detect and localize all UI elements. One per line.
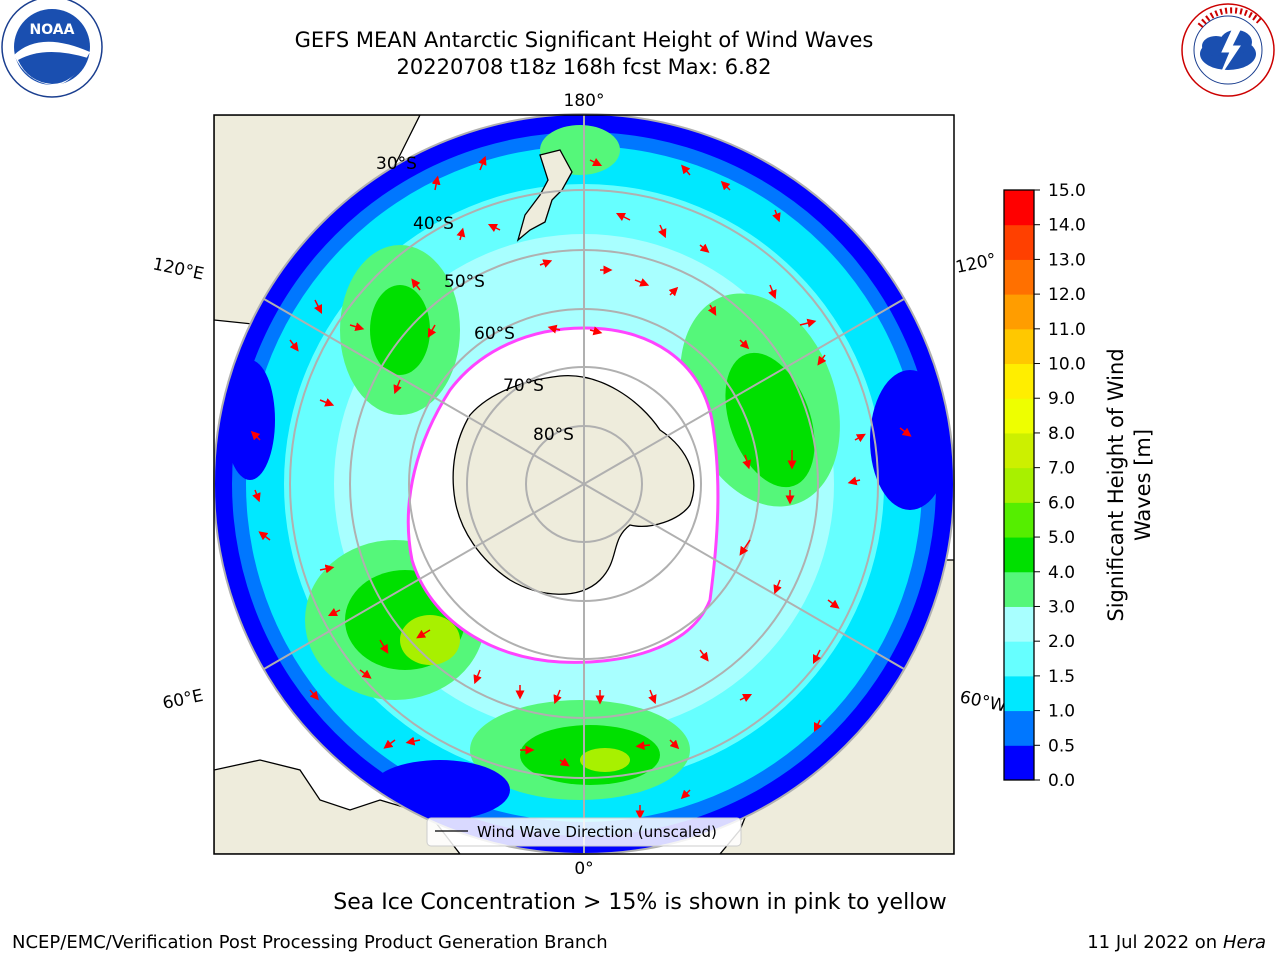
colorbar-frame: [1003, 189, 1035, 781]
colorbar-tick-label: 0.5: [1048, 736, 1075, 756]
colorbar-tick-label: 1.5: [1048, 667, 1075, 687]
lon-label-upper-right: 120°: [954, 250, 998, 278]
colorbar-tick-label: 9.0: [1048, 389, 1075, 409]
colorbar-tick-label: 10.0: [1048, 355, 1086, 375]
colorbar-tick-label: 12.0: [1048, 285, 1086, 305]
colorbar-swatch: [1004, 224, 1034, 260]
lat-label: 70°S: [503, 376, 544, 396]
colorbar-tick-label: 2.0: [1048, 632, 1075, 652]
noaa-logo: NOAA: [1, 0, 103, 98]
colorbar-tick-label: 8.0: [1048, 424, 1075, 444]
colorbar-tick-label: 0.0: [1048, 771, 1075, 790]
colorbar-label-line-1: Significant Height of Wind: [1104, 348, 1128, 621]
map-frame: [213, 114, 955, 855]
footer-right: 11 Jul 2022 on Hera: [1087, 932, 1266, 953]
colorbar-tick-label: 4.0: [1048, 563, 1075, 583]
colorbar-tick-label: 1.0: [1048, 702, 1075, 722]
footer-date: 11 Jul 2022 on: [1087, 932, 1223, 953]
title-line-2: 20220708 t18z 168h fcst Max: 6.82: [396, 55, 772, 79]
sea-ice-note: Sea Ice Concentration > 15% is shown in …: [333, 890, 947, 915]
noaa-logo-text: NOAA: [30, 22, 75, 38]
colorbar-swatch: [1004, 537, 1034, 573]
colorbar-swatch: [1004, 606, 1034, 642]
colorbar-swatch: [1004, 294, 1034, 330]
colorbar-swatch: [1004, 502, 1034, 538]
colorbar: 0.0 0.5 1.0 1.5 2.0 3.0 4.0 5.0 6.0 7.0 8.0 9.0 10.0…: [1003, 181, 1155, 790]
nws-logo: [1181, 3, 1275, 97]
colorbar-tick-label: 7.0: [1048, 459, 1075, 479]
legend-box: [426, 817, 742, 847]
antarctica-land: [452, 374, 695, 595]
colorbar-swatch: [1004, 363, 1034, 399]
lon-label-upper-left: 120°E: [151, 254, 206, 284]
lat-label: 30°S: [376, 154, 417, 174]
lat-label: 60°S: [474, 324, 515, 344]
lat-label: 80°S: [533, 425, 574, 445]
lon-label-top: 180°: [564, 91, 605, 111]
lat-label: 40°S: [413, 214, 454, 234]
colorbar-tick-label: 6.0: [1048, 493, 1075, 513]
lon-label-bottom: 0°: [574, 859, 593, 879]
colorbar-swatch: [1004, 190, 1034, 226]
colorbar-swatch: [1004, 328, 1034, 365]
colorbar-swatch: [1004, 710, 1034, 746]
wind-wave-arrows: [250, 155, 912, 820]
colorbar-tick-label: 11.0: [1048, 320, 1086, 340]
lon-label-lower-left: 60°E: [161, 686, 205, 714]
footer-machine: Hera: [1222, 932, 1266, 953]
colorbar-label-line-2: Waves [m]: [1131, 429, 1155, 541]
colorbar-tick-label: 15.0: [1048, 181, 1086, 201]
colorbar-swatch: [1004, 467, 1034, 503]
africa-land: [214, 759, 461, 854]
colorbar-tick-label: 5.0: [1048, 528, 1075, 548]
colorbar-swatch: [1004, 398, 1034, 434]
title-line-1: GEFS MEAN Antarctic Significant Height o…: [294, 28, 874, 52]
legend-label: Wind Wave Direction (unscaled): [477, 823, 717, 841]
colorbar-swatch: [1004, 571, 1034, 607]
colorbar-tick-label: 13.0: [1048, 250, 1086, 270]
colorbar-swatch: [1004, 432, 1034, 469]
colorbar-swatch: [1004, 745, 1034, 781]
colorbar-swatch: [1004, 641, 1034, 677]
lat-label: 50°S: [444, 272, 485, 292]
colorbar-tick-label: 14.0: [1048, 216, 1086, 236]
colorbar-swatch: [1004, 259, 1034, 295]
colorbar-swatch: [1004, 675, 1034, 712]
footer-left: NCEP/EMC/Verification Post Processing Pr…: [12, 932, 608, 953]
colorbar-tick-label: 3.0: [1048, 597, 1075, 617]
